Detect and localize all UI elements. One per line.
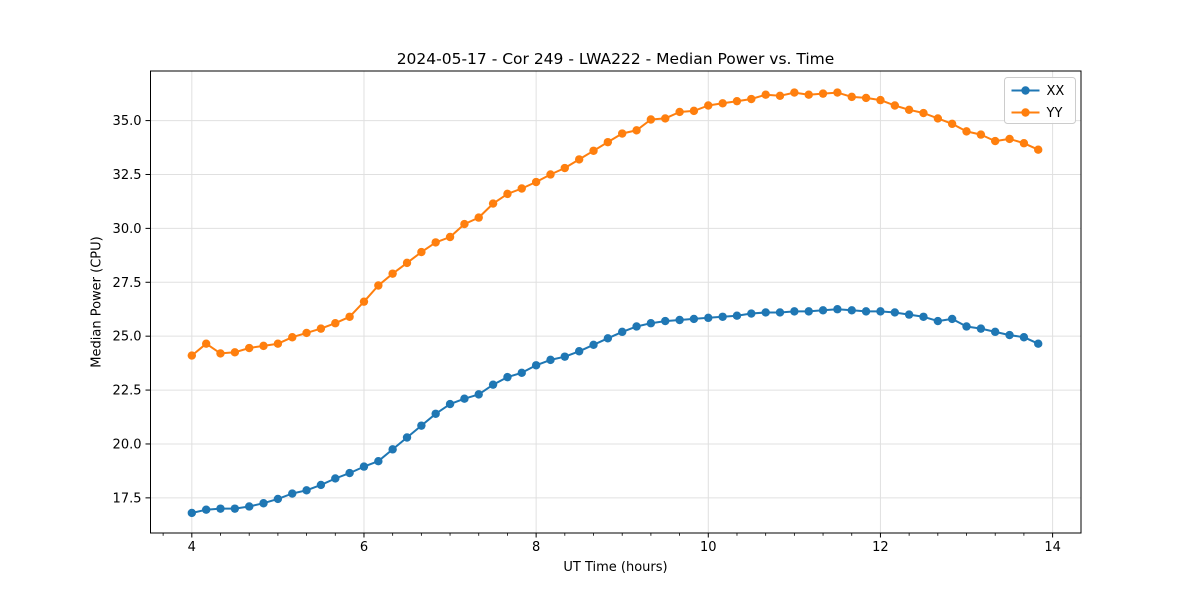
chart-title: 2024-05-17 - Cor 249 - LWA222 - Median P… <box>396 50 835 68</box>
series-YY-markers <box>187 88 1043 360</box>
x-tick-label: 12 <box>872 540 889 555</box>
y-tick-label: 32.5 <box>113 168 142 183</box>
y-tick-label: 30.0 <box>113 222 142 237</box>
legend-label: XX <box>1047 84 1065 99</box>
x-axis-label: UT Time (hours) <box>563 560 668 575</box>
y-axis-label: Median Power (CPU) <box>89 236 105 368</box>
x-tick-label: 14 <box>1044 540 1061 555</box>
legend-entry-XX: XX <box>1011 84 1065 99</box>
grid-lines <box>150 71 1081 533</box>
legend-label: YY <box>1046 106 1063 121</box>
x-tick-label: 10 <box>700 540 717 555</box>
legend: XX YY <box>1004 77 1076 124</box>
series-XX-markers <box>187 305 1043 518</box>
series-XX <box>187 305 1043 518</box>
y-tick-label: 20.0 <box>113 437 142 452</box>
x-tick-label: 6 <box>360 540 368 555</box>
y-tick-label: 22.5 <box>113 384 142 399</box>
x-tick-label: 8 <box>532 540 540 555</box>
legend-marker-icon <box>1021 86 1030 95</box>
y-axis: 17.5 20.0 22.5 25.0 27.5 30.0 32.5 35.0 <box>113 114 151 506</box>
series-YY <box>187 88 1043 360</box>
y-tick-label: 25.0 <box>113 330 142 345</box>
plot-border <box>150 70 1082 534</box>
y-tick-label: 17.5 <box>113 491 142 506</box>
y-tick-label: 27.5 <box>113 276 142 291</box>
legend-box <box>1004 77 1076 124</box>
y-tick-label: 35.0 <box>113 114 142 129</box>
x-axis: 4 6 8 10 12 14 <box>188 533 1061 555</box>
legend-entry-YY: YY <box>1011 106 1063 121</box>
x-tick-label: 4 <box>188 540 196 555</box>
x-minor-ticks <box>162 533 1025 536</box>
legend-marker-icon <box>1021 108 1030 117</box>
